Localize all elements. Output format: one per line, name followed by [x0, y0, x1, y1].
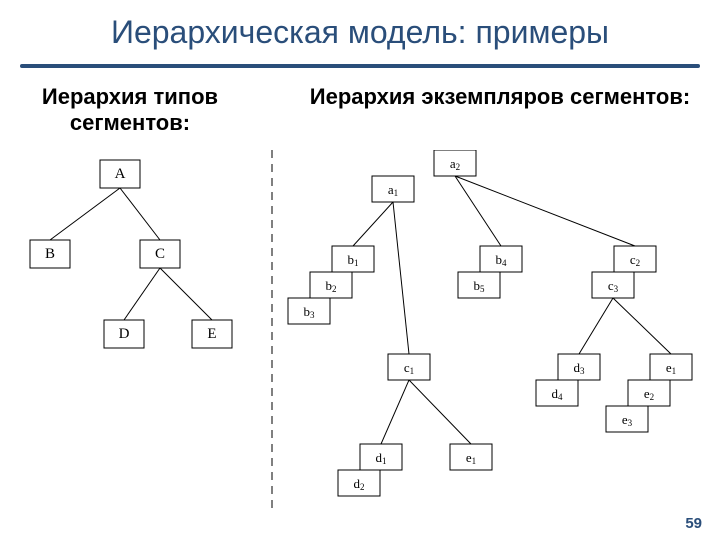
- slide-title: Иерархическая модель: примеры: [0, 14, 720, 51]
- subtitle-left: Иерархия типов сегментов:: [0, 84, 260, 136]
- subtitle-right: Иерархия экземпляров сегментов:: [280, 84, 720, 110]
- svg-text:E: E: [207, 326, 216, 342]
- title-rule: [20, 64, 700, 68]
- hierarchy-diagram: ABCDEa2a1b1b2b3b4b5c2c3c1d3d4e1e2e3d1d2e…: [0, 150, 720, 520]
- page-number: 59: [685, 515, 702, 532]
- svg-text:B: B: [45, 246, 55, 262]
- svg-text:C: C: [155, 246, 165, 262]
- svg-text:D: D: [119, 326, 130, 342]
- svg-text:A: A: [115, 166, 126, 182]
